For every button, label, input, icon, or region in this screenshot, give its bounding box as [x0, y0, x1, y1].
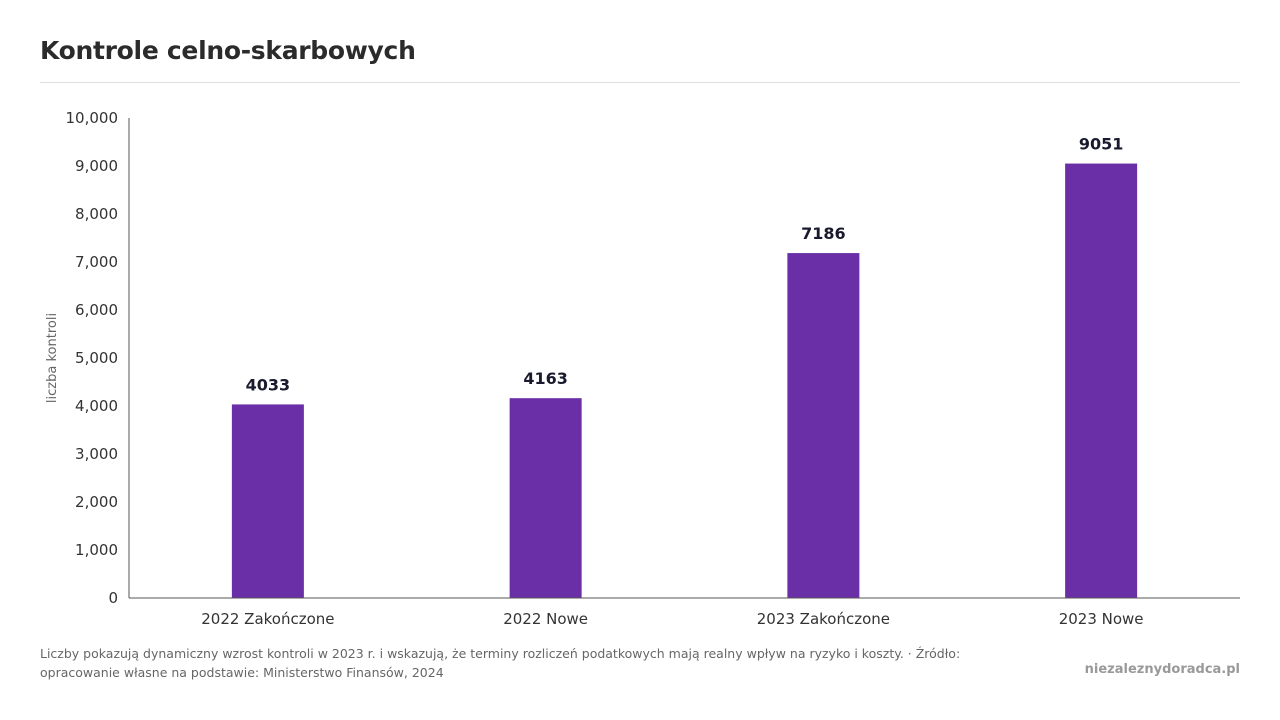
y-tick-label: 0: [108, 589, 118, 607]
y-axis-label: liczba kontroli: [45, 313, 60, 403]
bar-value-label: 9051: [1079, 135, 1124, 154]
y-tick-label: 4,000: [75, 397, 118, 415]
y-tick-label: 3,000: [75, 445, 118, 463]
y-tick-label: 1,000: [75, 541, 118, 559]
footnote: Liczby pokazują dynamiczny wzrost kontro…: [40, 646, 961, 680]
y-axis-ticks: 0 1,000 2,000 3,000 4,000 5,000 6,000 7,000 8,00…: [66, 109, 119, 607]
y-tick-label: 6,000: [75, 301, 118, 319]
y-tick-label: 5,000: [75, 349, 118, 367]
bar: [509, 398, 582, 598]
y-tick-label: 10,000: [66, 109, 119, 127]
bar-value-label: 4033: [246, 375, 291, 394]
x-tick-label: 2022 Nowe: [503, 610, 588, 628]
y-tick-label: 2,000: [75, 493, 118, 511]
x-axis-labels: 2022 Zakończone 2022 Nowe 2023 Zakończone 2…: [201, 610, 1143, 628]
x-tick-label: 2023 Zakończone: [757, 610, 890, 628]
bar: [1065, 163, 1138, 598]
y-tick-label: 7,000: [75, 253, 118, 271]
bar-value-label: 7186: [801, 224, 846, 243]
bar: [787, 253, 860, 598]
y-tick-label: 9,000: [75, 157, 118, 175]
x-tick-label: 2022 Zakończone: [201, 610, 334, 628]
bar: [231, 404, 304, 598]
brand-watermark: niezaleznydoradca.pl: [1084, 662, 1240, 677]
x-tick-label: 2023 Nowe: [1059, 610, 1144, 628]
y-tick-label: 8,000: [75, 205, 118, 223]
chart-title: Kontrole celno-skarbowych: [40, 36, 416, 65]
value-labels: 4033 4163 7186 9051: [246, 135, 1124, 395]
bar-value-label: 4163: [523, 369, 568, 388]
bars: [231, 163, 1138, 598]
title-divider: [40, 82, 1240, 83]
